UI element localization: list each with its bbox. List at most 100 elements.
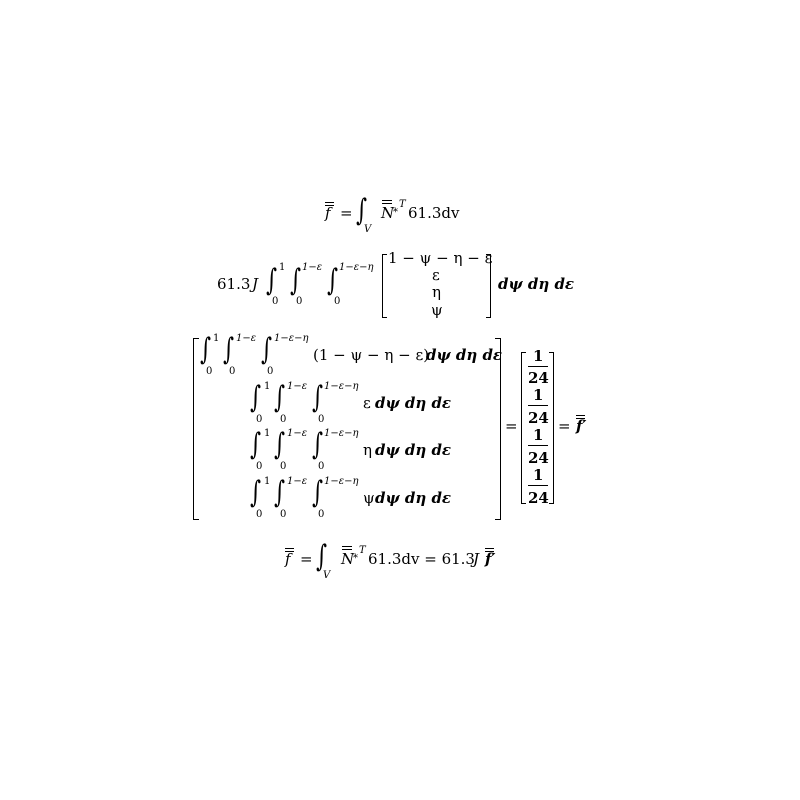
fraction-numerator: 1 — [533, 466, 544, 484]
integral-lower-limit: V — [323, 570, 331, 581]
fraction-bar — [528, 485, 548, 486]
f-prime-symbol: f′ — [485, 550, 496, 568]
left-bracket — [382, 254, 387, 318]
upper-limit: 1 — [264, 428, 271, 439]
lower-limit: 0 — [229, 366, 236, 377]
upper-limit: 1−ε−η — [274, 333, 309, 344]
equals-sign: = — [340, 204, 353, 222]
fraction-denominator: 24 — [528, 409, 549, 427]
double-bar — [576, 418, 585, 419]
left-bracket — [193, 338, 199, 520]
fraction-numerator: 1 — [533, 426, 544, 444]
integrand: ε — [363, 394, 371, 412]
differential-text: dψ dη dε — [375, 394, 452, 412]
equals-sign: = — [300, 550, 313, 568]
lower-limit: 0 — [318, 414, 325, 425]
lower-limit: 0 — [280, 461, 287, 472]
lower-limit: 0 — [256, 509, 263, 520]
upper-limit: 1 — [279, 262, 286, 273]
upper-limit: 1 — [213, 333, 220, 344]
f-symbol: f — [285, 550, 291, 568]
vector-entry: 1 − ψ − η − ε — [388, 249, 493, 267]
integral-sign: ∫ — [316, 539, 327, 574]
jacobian-symbol: J — [473, 550, 480, 568]
integrand-text: 61.3dv = 61.3 — [368, 550, 475, 568]
double-bar — [342, 549, 352, 550]
transpose-superscript: T — [399, 199, 406, 210]
integral-sign: ∫ — [250, 427, 261, 462]
fraction-bar — [528, 405, 548, 406]
upper-limit: 1−ε — [236, 333, 257, 344]
lower-limit: 0 — [318, 461, 325, 472]
upper-limit: 1−ε — [287, 428, 308, 439]
right-bracket — [495, 338, 501, 520]
lower-limit: 0 — [280, 414, 287, 425]
double-bar — [576, 415, 585, 416]
lower-limit: 0 — [206, 366, 213, 377]
double-bar — [485, 551, 494, 552]
double-bar — [382, 203, 392, 204]
differential-text: dψ dη dε — [375, 441, 452, 459]
integral-lower-limit: V — [364, 224, 372, 235]
left-bracket — [521, 352, 526, 504]
vector-entry: ε — [432, 266, 440, 284]
integral-sign: ∫ — [274, 475, 285, 510]
fraction-numerator: 1 — [533, 386, 544, 404]
integral-sign: ∫ — [200, 332, 211, 367]
integral-sign: ∫ — [312, 380, 323, 415]
differential-text: dψ dη dε — [375, 489, 452, 507]
double-bar — [485, 548, 494, 549]
integrand: (1 − ψ − η − ε) — [313, 346, 430, 364]
upper-limit: 1−ε−η — [324, 428, 359, 439]
integral-sign: ∫ — [312, 427, 323, 462]
coefficient: 61.3 — [217, 275, 251, 293]
differential-text: dψ dη dε — [426, 346, 503, 364]
right-bracket — [486, 254, 491, 318]
fraction-denominator: 24 — [528, 449, 549, 467]
upper-limit: 1−ε — [287, 476, 308, 487]
integral-sign: ∫ — [261, 332, 272, 367]
integral-sign: ∫ — [274, 380, 285, 415]
upper-limit: 1 — [264, 476, 271, 487]
star-superscript: * — [393, 207, 398, 218]
integral-sign: ∫ — [223, 332, 234, 367]
double-bar — [285, 551, 294, 552]
integral-sign: ∫ — [327, 263, 338, 298]
double-bar — [325, 205, 334, 206]
upper-limit: 1 — [264, 381, 271, 392]
integrand: η — [363, 441, 372, 459]
equals-sign: = — [558, 417, 571, 435]
double-bar — [382, 200, 392, 201]
fraction-denominator: 24 — [528, 489, 549, 507]
double-bar — [325, 202, 334, 203]
lower-limit: 0 — [256, 461, 263, 472]
f-symbol: f — [325, 204, 331, 222]
double-bar — [342, 546, 352, 547]
vector-entry: η — [432, 283, 441, 301]
fraction-denominator: 24 — [528, 369, 549, 387]
jacobian-symbol: J — [252, 275, 259, 293]
upper-limit: 1−ε−η — [324, 381, 359, 392]
fraction-bar — [528, 366, 548, 367]
integrand-text: 61.3dv — [408, 204, 460, 222]
lower-limit: 0 — [334, 296, 341, 307]
integral-sign: ∫ — [266, 263, 277, 298]
integral-sign: ∫ — [250, 380, 261, 415]
integral-sign: ∫ — [312, 475, 323, 510]
lower-limit: 0 — [296, 296, 303, 307]
integral-sign: ∫ — [274, 427, 285, 462]
fraction-numerator: 1 — [533, 347, 544, 365]
n-symbol: N — [341, 550, 355, 568]
integrand: ψ — [363, 489, 375, 507]
vector-entry: ψ — [431, 301, 443, 319]
equals-sign: = — [505, 417, 518, 435]
integral-sign: ∫ — [290, 263, 301, 298]
n-symbol: N — [381, 204, 395, 222]
lower-limit: 0 — [272, 296, 279, 307]
double-bar — [285, 548, 294, 549]
lower-limit: 0 — [256, 414, 263, 425]
lower-limit: 0 — [267, 366, 274, 377]
differential-text: dψ dη dε — [498, 275, 575, 293]
f-prime-symbol: f′ — [576, 417, 587, 435]
upper-limit: 1−ε−η — [339, 262, 374, 273]
